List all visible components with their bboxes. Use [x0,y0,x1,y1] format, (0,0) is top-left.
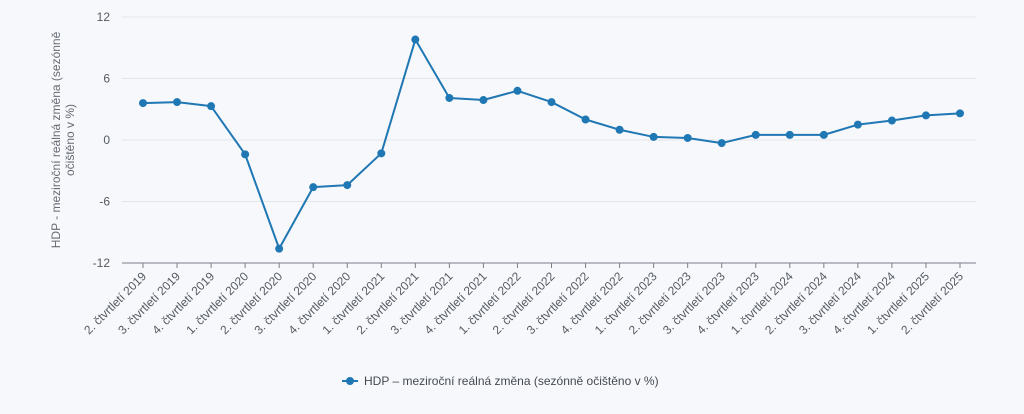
y-axis-label: HDP - meziroční reálná změna (sezónně oči… [49,31,77,248]
data-point[interactable] [207,102,216,111]
legend-label: HDP – meziroční reálná změna (sezónně oč… [364,374,659,388]
data-point[interactable] [139,99,147,108]
data-point[interactable] [377,149,386,158]
data-point[interactable] [853,120,862,129]
data-point[interactable] [479,96,488,105]
y-tick-label: -12 [93,256,111,270]
data-point[interactable] [241,150,250,159]
y-tick-label: -6 [99,195,110,209]
data-point[interactable] [411,35,420,44]
y-axis-title: HDP - meziroční reálná změna (sezónně oči… [49,31,77,248]
data-point[interactable] [751,130,760,139]
data-point[interactable] [717,139,726,148]
data-point[interactable] [581,115,590,124]
data-point[interactable] [309,183,318,192]
data-point[interactable] [683,133,692,142]
y-tick-label: 6 [103,72,110,86]
data-point[interactable] [819,130,828,139]
data-point[interactable] [275,244,284,253]
grid-lines [122,16,976,202]
y-axis-label-line: HDP - meziroční reálná změna (sezónně [49,31,63,248]
x-tick-label: 2. čtvrtletí 2025 [898,269,966,337]
data-point[interactable] [921,111,930,120]
data-point[interactable] [513,86,522,95]
data-point[interactable] [173,98,182,107]
data-point[interactable] [887,116,896,125]
y-tick-label: 12 [97,10,111,24]
data-point[interactable] [956,109,964,118]
data-point[interactable] [649,132,658,141]
data-point[interactable] [615,125,624,134]
data-point[interactable] [785,130,794,139]
data-point[interactable] [343,181,352,190]
y-tick-label: 0 [103,133,110,147]
data-point[interactable] [547,98,556,107]
series-group [139,35,964,253]
y-axis-label-line: očištěno v %) [63,104,77,176]
y-axis-ticks: 12 6 0 -6 -12 [93,10,111,270]
legend-marker-icon [346,377,354,385]
data-point[interactable] [445,93,454,102]
legend[interactable]: HDP – meziroční reálná změna (sezónně oč… [342,374,659,388]
series-line [142,38,961,250]
